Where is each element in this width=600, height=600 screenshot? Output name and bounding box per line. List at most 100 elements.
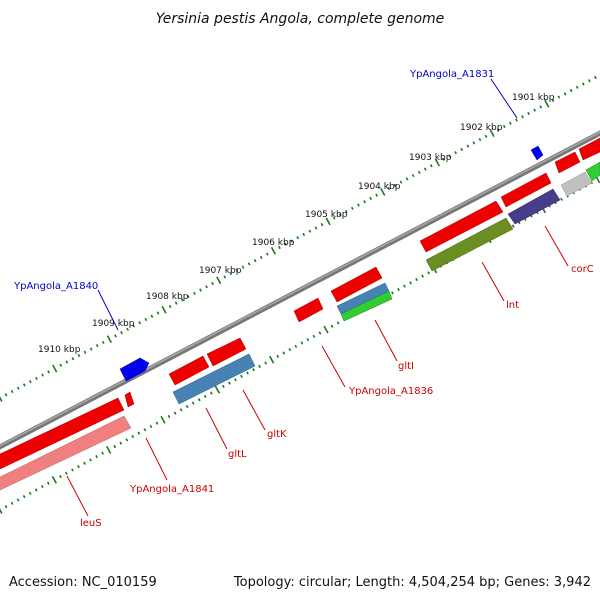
gene-label-leus: leuS bbox=[80, 518, 102, 529]
outer-ring-tick bbox=[156, 311, 160, 315]
inner-ring-tick bbox=[427, 271, 431, 275]
outer-ring-tick bbox=[411, 174, 415, 178]
outer-ring-tick bbox=[150, 314, 154, 318]
inner-ring-tick bbox=[511, 224, 515, 228]
feature-corc bbox=[507, 188, 561, 225]
outer-ring-tick bbox=[434, 158, 441, 167]
inner-ring-tick bbox=[246, 371, 249, 375]
inner-ring-tick bbox=[288, 348, 292, 352]
outer-ring-tick bbox=[161, 305, 167, 314]
outer-ring-tick bbox=[290, 239, 294, 243]
inner-ring-tick bbox=[65, 471, 68, 475]
inner-ring-tick bbox=[155, 421, 159, 425]
outer-ring-tick bbox=[193, 291, 196, 295]
outer-ring-tick bbox=[587, 79, 591, 83]
leader-ypangola-a1836 bbox=[321, 345, 346, 388]
gene-label-gltk: gltK bbox=[267, 429, 287, 440]
outer-ring-tick bbox=[429, 164, 433, 168]
outer-ring-tick bbox=[47, 370, 50, 374]
outer-ring-tick bbox=[472, 141, 476, 145]
outer-ring-tick bbox=[544, 99, 550, 108]
outer-ring-tick bbox=[508, 121, 512, 125]
inner-ring-tick bbox=[101, 451, 105, 455]
inner-ring-tick bbox=[16, 498, 20, 502]
inner-ring-tick bbox=[34, 488, 38, 492]
outer-ring-tick bbox=[16, 386, 20, 390]
outer-ring-tick bbox=[369, 196, 372, 201]
outer-ring-tick bbox=[235, 268, 239, 273]
inner-ring-tick bbox=[306, 338, 310, 342]
outer-ring-tick bbox=[448, 154, 451, 158]
leader-gltk bbox=[242, 389, 266, 431]
inner-ring-tick bbox=[415, 277, 418, 282]
outer-ring-tick bbox=[357, 203, 360, 207]
inner-ring-tick bbox=[203, 394, 207, 398]
outer-ring-tick bbox=[502, 124, 506, 129]
inner-ring-tick bbox=[391, 291, 394, 295]
inner-ring-tick bbox=[240, 374, 243, 378]
outer-ring-tick bbox=[174, 301, 178, 305]
inner-ring-tick bbox=[71, 468, 74, 472]
leader-glti bbox=[374, 319, 398, 362]
outer-ring-tick bbox=[52, 364, 58, 373]
outer-ring-tick bbox=[521, 115, 524, 119]
feature-red-d bbox=[330, 266, 383, 303]
outer-ring-tick bbox=[581, 82, 585, 86]
outer-ring-tick bbox=[144, 317, 148, 322]
outer-ring-tick bbox=[393, 183, 397, 188]
outer-ring-tick bbox=[229, 272, 233, 276]
outer-ring-tick bbox=[308, 229, 312, 233]
feature-red-c bbox=[500, 172, 552, 208]
inner-ring-tick bbox=[403, 284, 406, 288]
inner-ring-tick bbox=[10, 501, 14, 505]
inner-ring-tick bbox=[51, 476, 57, 484]
inner-ring-tick bbox=[22, 495, 26, 499]
outer-ring-tick bbox=[454, 151, 458, 155]
feature-gray bbox=[560, 171, 593, 197]
inner-ring-tick bbox=[318, 331, 322, 335]
outer-ring-tick bbox=[442, 157, 445, 161]
outer-ring-tick bbox=[344, 209, 348, 214]
feature-olive bbox=[425, 217, 514, 272]
topology-text: Topology: circular; Length: 4,504,254 bp… bbox=[233, 575, 591, 590]
gene-label-ypangola-a1831: YpAngola_A1831 bbox=[409, 69, 494, 80]
feature-green-a bbox=[585, 161, 600, 182]
feature-ypangola-a1831 bbox=[530, 145, 544, 161]
gene-label-ypangola-a1836: YpAngola_A1836 bbox=[348, 386, 433, 397]
outer-ring-tick bbox=[594, 75, 597, 80]
outer-ring-tick bbox=[320, 223, 324, 227]
leader-ypangola-a1841 bbox=[145, 437, 168, 481]
feature-red-h bbox=[124, 391, 135, 408]
inner-ring-tick bbox=[0, 508, 3, 514]
outer-ring-tick bbox=[89, 347, 93, 351]
outer-ring-tick bbox=[253, 259, 257, 263]
gene-label-glti: gltI bbox=[398, 361, 414, 372]
outer-ring-tick bbox=[126, 327, 129, 331]
outer-ring-tick bbox=[199, 288, 202, 292]
inner-ring-tick bbox=[191, 401, 195, 405]
outer-ring-tick bbox=[350, 206, 354, 210]
gene-label-ypangola-a1841: YpAngola_A1841 bbox=[129, 484, 214, 495]
feature-lnt bbox=[419, 200, 504, 253]
inner-ring-tick bbox=[252, 368, 255, 372]
feature-red-f bbox=[206, 337, 247, 367]
inner-ring-tick bbox=[179, 408, 183, 412]
tick-label-1906: 1906 kbp bbox=[252, 238, 295, 248]
outer-ring-tick bbox=[22, 383, 26, 387]
inner-ring-tick bbox=[40, 485, 44, 489]
inner-ring-tick bbox=[409, 281, 412, 285]
inner-ring-tick bbox=[149, 424, 153, 429]
outer-ring-tick bbox=[484, 134, 488, 138]
inner-ring-tick bbox=[125, 438, 129, 442]
inner-ring-tick bbox=[222, 384, 225, 389]
outer-ring-tick bbox=[216, 276, 222, 285]
outer-ring-tick bbox=[569, 88, 573, 93]
inner-ring-tick bbox=[119, 441, 123, 445]
tick-label-1902: 1902 kbp bbox=[460, 123, 503, 133]
outer-ring-tick bbox=[399, 180, 403, 184]
outer-ring-tick bbox=[114, 334, 117, 338]
outer-ring-tick bbox=[405, 177, 409, 181]
outer-ring-tick bbox=[270, 246, 277, 255]
inner-ring-tick bbox=[46, 481, 50, 485]
